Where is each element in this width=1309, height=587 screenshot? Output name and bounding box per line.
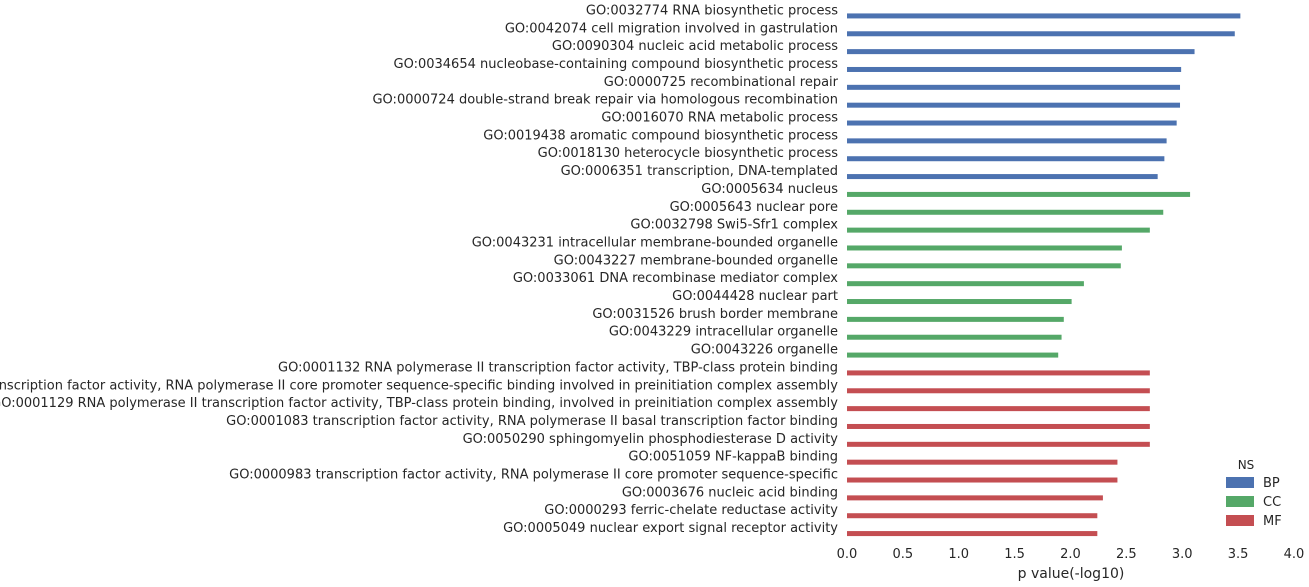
bar-mf xyxy=(847,531,1098,537)
category-label: GO:0050290 sphingomyelin phosphodiestera… xyxy=(463,432,839,447)
legend-label-bp: BP xyxy=(1263,476,1280,491)
category-label: GO:0019438 aromatic compound biosyntheti… xyxy=(483,128,838,143)
category-label: GO:0033061 DNA recombinase mediator comp… xyxy=(513,271,838,286)
bar-bp xyxy=(847,102,1181,108)
category-label: GO:0043231 intracellular membrane-bounde… xyxy=(472,235,838,250)
category-labels: GO:0032774 RNA biosynthetic process GO:00… xyxy=(0,3,839,536)
bar-cc xyxy=(847,245,1122,251)
x-tick-label: 2.5 xyxy=(1116,547,1137,562)
legend-title: NS xyxy=(1238,458,1255,472)
legend-label-cc: CC xyxy=(1263,495,1281,510)
x-tick-label: 1.5 xyxy=(1004,547,1025,562)
bars xyxy=(847,13,1241,537)
x-tick-label: 0.0 xyxy=(837,547,858,562)
category-label: GO:0000983 transcription factor activity… xyxy=(229,468,838,483)
category-label: GO:0016070 RNA metabolic process xyxy=(601,111,838,126)
bar-mf xyxy=(847,495,1103,501)
legend-swatch-cc xyxy=(1226,496,1254,507)
category-label: GO:0003676 nucleic acid binding xyxy=(622,485,838,500)
x-tick-label: 4.0 xyxy=(1284,547,1305,562)
bar-cc xyxy=(847,299,1072,305)
category-label: GO:0043226 organelle xyxy=(691,343,838,358)
bar-bp xyxy=(847,156,1165,162)
bar-cc xyxy=(847,316,1064,322)
category-label: GO:0001129 RNA polymerase II transcripti… xyxy=(0,396,838,411)
bar-mf xyxy=(847,513,1098,519)
x-tick-label: 2.0 xyxy=(1060,547,1081,562)
bar-mf xyxy=(847,406,1150,412)
category-label: GO:0005049 nuclear export signal recepto… xyxy=(503,521,838,536)
x-axis-title: p value(-log10) xyxy=(1018,566,1125,582)
category-label: GO:0043227 membrane-bounded organelle xyxy=(554,253,838,268)
bar-bp xyxy=(847,84,1181,90)
bar-cc xyxy=(847,263,1121,269)
bar-mf xyxy=(847,441,1150,447)
category-label: GO:0000725 recombinational repair xyxy=(604,75,839,90)
bar-bp xyxy=(847,31,1235,37)
x-tick-label: 1.0 xyxy=(948,547,969,562)
legend-label-mf: MF xyxy=(1263,514,1282,529)
category-label: GO:0001075 transcription factor activity… xyxy=(0,378,838,393)
bar-mf xyxy=(847,423,1150,429)
bar-cc xyxy=(847,334,1062,340)
category-label: GO:0042074 cell migration involved in ga… xyxy=(505,21,838,36)
bar-mf xyxy=(847,370,1150,376)
legend-swatch-bp xyxy=(1226,477,1254,488)
category-label: GO:0031526 brush border membrane xyxy=(592,307,838,322)
bar-bp xyxy=(847,174,1158,180)
category-label: GO:0032774 RNA biosynthetic process xyxy=(586,3,838,18)
bar-cc xyxy=(847,281,1084,287)
bar-bp xyxy=(847,13,1241,19)
bar-mf xyxy=(847,477,1118,483)
category-label: GO:0032798 Swi5-Sfr1 complex xyxy=(630,218,838,233)
category-label: GO:0001132 RNA polymerase II transcripti… xyxy=(278,360,838,375)
category-label: GO:0000724 double-strand break repair vi… xyxy=(372,93,838,108)
category-label: GO:0051059 NF-kappaB binding xyxy=(628,450,838,465)
category-label: GO:0001083 transcription factor activity… xyxy=(226,414,838,429)
x-tick-label: 0.5 xyxy=(893,547,914,562)
bar-cc xyxy=(847,209,1164,215)
legend-swatch-mf xyxy=(1226,515,1254,526)
legend: NS BP CC MF xyxy=(1226,458,1282,529)
category-label: GO:0090304 nucleic acid metabolic proces… xyxy=(552,39,838,54)
category-label: GO:0044428 nuclear part xyxy=(672,289,838,304)
bar-bp xyxy=(847,49,1195,55)
bar-cc xyxy=(847,352,1059,358)
bar-bp xyxy=(847,120,1177,126)
category-label: GO:0005643 nuclear pore xyxy=(670,200,838,215)
category-label: GO:0034654 nucleobase-containing compoun… xyxy=(394,57,839,72)
category-label: GO:0018130 heterocycle biosynthetic proc… xyxy=(538,146,839,161)
bar-bp xyxy=(847,66,1182,72)
bar-mf xyxy=(847,388,1150,394)
category-label: GO:0005634 nucleus xyxy=(701,182,838,197)
category-label: GO:0000293 ferric-chelate reductase acti… xyxy=(544,503,838,518)
bar-bp xyxy=(847,138,1167,144)
x-axis-ticks: 0.0 0.5 1.0 1.5 2.0 2.5 3.0 3.5 4.0 xyxy=(837,547,1305,562)
x-tick-label: 3.0 xyxy=(1172,547,1193,562)
category-label: GO:0043229 intracellular organelle xyxy=(609,325,838,340)
bar-cc xyxy=(847,191,1191,197)
x-tick-label: 3.5 xyxy=(1228,547,1249,562)
category-label: GO:0006351 transcription, DNA-templated xyxy=(561,164,838,179)
bar-cc xyxy=(847,227,1150,233)
bar-mf xyxy=(847,459,1118,465)
